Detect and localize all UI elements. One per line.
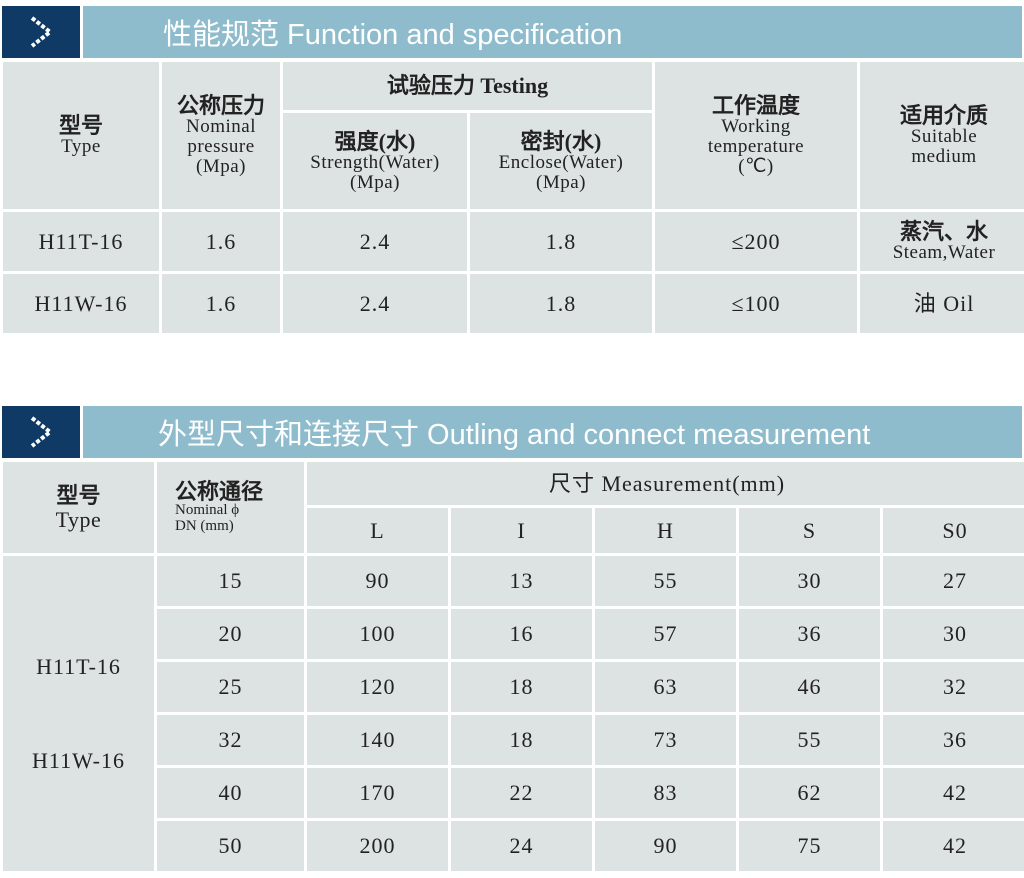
cell: 30	[883, 609, 1024, 659]
cell-pressure: 1.6	[162, 212, 280, 271]
cell: 62	[739, 768, 880, 818]
header-testing: 试验压力 Testing	[283, 62, 652, 110]
cell: 36	[883, 715, 1024, 765]
header-col-s0: S0	[883, 508, 1024, 553]
header-type: 型号 Type	[3, 462, 154, 553]
header-col-s: S	[739, 508, 880, 553]
section2-title: 外型尺寸和连接尺寸 Outling and connect measuremen…	[83, 406, 1022, 458]
cell: 83	[595, 768, 736, 818]
cell: 30	[739, 556, 880, 606]
cell: 140	[307, 715, 448, 765]
cell: 36	[739, 609, 880, 659]
section1-banner: 性能规范 Function and specification	[2, 6, 1022, 58]
chevron-right-icon	[2, 6, 80, 58]
table-row: 50 200 24 90 75 42	[3, 821, 1024, 871]
cell: 100	[307, 609, 448, 659]
cell: 75	[739, 821, 880, 871]
table-row: 32 140 18 73 55 36	[3, 715, 1024, 765]
spec-table: 型号 Type 公称压力 Nominal pressure (Mpa) 试验压力 Tes…	[0, 59, 1024, 336]
cell: 22	[451, 768, 592, 818]
table-row: 25 120 18 63 46 32	[3, 662, 1024, 712]
cell-types: H11T-16 H11W-16	[3, 556, 154, 871]
header-col-l: L	[307, 508, 448, 553]
type-label: H11W-16	[32, 747, 125, 773]
cell: 200	[307, 821, 448, 871]
header-col-i: I	[451, 508, 592, 553]
cell: 25	[157, 662, 304, 712]
header-enclose: 密封(水) Enclose(Water) (Mpa)	[470, 113, 652, 209]
cell: 20	[157, 609, 304, 659]
header-col-h: H	[595, 508, 736, 553]
cell-temp: ≤100	[655, 274, 857, 333]
section2-banner: 外型尺寸和连接尺寸 Outling and connect measuremen…	[2, 406, 1022, 458]
header-measurement: 尺寸 Measurement(mm)	[307, 462, 1024, 505]
cell: 24	[451, 821, 592, 871]
cell-enclose: 1.8	[470, 212, 652, 271]
cell: 32	[157, 715, 304, 765]
header-temperature: 工作温度 Working temperature (℃)	[655, 62, 857, 209]
header-dn: 公称通径 Nominal ϕ DN (mm)	[157, 462, 304, 553]
cell: 90	[595, 821, 736, 871]
table-row: H11T-16 H11W-16 15 90 13 55 30 27	[3, 556, 1024, 871]
cell: 46	[739, 662, 880, 712]
cell: 42	[883, 768, 1024, 818]
cell: 40	[157, 768, 304, 818]
cell: 27	[883, 556, 1024, 606]
cell: 18	[451, 662, 592, 712]
cell-strength: 2.4	[283, 274, 467, 333]
cell-medium: 油 Oil	[860, 274, 1024, 333]
table-row: 20 100 16 57 36 30	[3, 609, 1024, 659]
table-row: 40 170 22 83 62 42	[3, 768, 1024, 818]
cell: 90	[307, 556, 448, 606]
cell-temp: ≤200	[655, 212, 857, 271]
cell: 15	[157, 556, 304, 606]
chevron-right-icon	[2, 406, 80, 458]
header-medium: 适用介质 Suitable medium	[860, 62, 1024, 209]
table-row: H11W-16 1.6 2.4 1.8 ≤100 油 Oil	[3, 274, 1024, 333]
cell: 50	[157, 821, 304, 871]
header-strength: 强度(水) Strength(Water) (Mpa)	[283, 113, 467, 209]
cell-medium: 蒸汽、水 Steam,Water	[860, 212, 1024, 271]
cell-strength: 2.4	[283, 212, 467, 271]
measurement-table: 型号 Type 公称通径 Nominal ϕ DN (mm) 尺寸 Measureme…	[0, 459, 1024, 874]
cell: 73	[595, 715, 736, 765]
cell: 120	[307, 662, 448, 712]
cell-enclose: 1.8	[470, 274, 652, 333]
type-label: H11T-16	[36, 654, 121, 680]
header-pressure: 公称压力 Nominal pressure (Mpa)	[162, 62, 280, 209]
section1-title: 性能规范 Function and specification	[83, 6, 1022, 58]
cell-type: H11T-16	[3, 212, 159, 271]
cell: 55	[595, 556, 736, 606]
table-row: H11T-16 1.6 2.4 1.8 ≤200 蒸汽、水 Steam,Water	[3, 212, 1024, 271]
cell: 170	[307, 768, 448, 818]
cell: 55	[739, 715, 880, 765]
cell: 13	[451, 556, 592, 606]
cell: 18	[451, 715, 592, 765]
cell-pressure: 1.6	[162, 274, 280, 333]
cell-type: H11W-16	[3, 274, 159, 333]
cell: 57	[595, 609, 736, 659]
cell: 63	[595, 662, 736, 712]
cell: 32	[883, 662, 1024, 712]
header-type: 型号 Type	[3, 62, 159, 209]
cell: 16	[451, 609, 592, 659]
cell: 42	[883, 821, 1024, 871]
